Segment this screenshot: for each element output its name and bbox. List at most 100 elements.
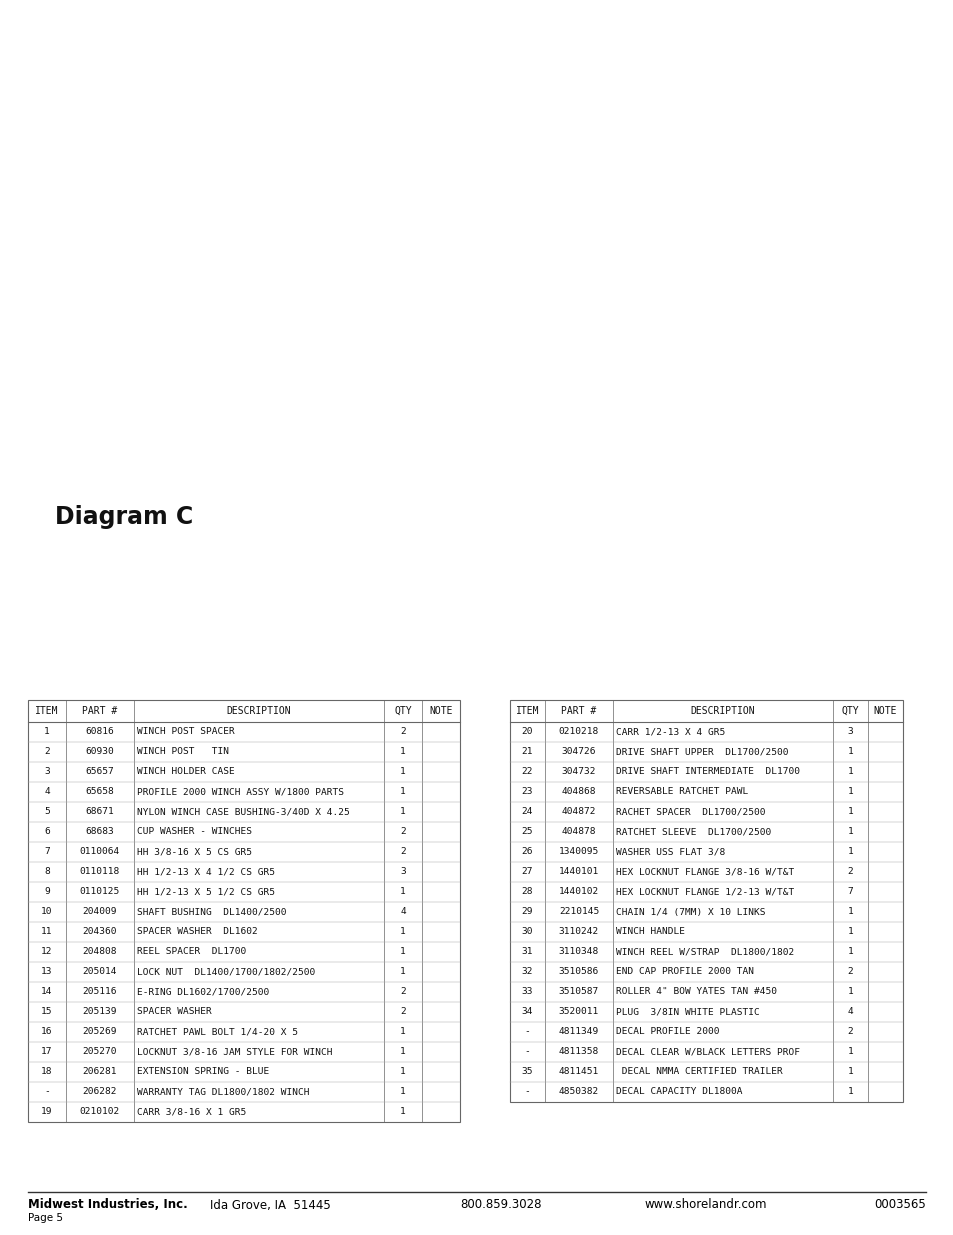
Text: 1: 1	[399, 1067, 405, 1077]
Text: 404878: 404878	[561, 827, 596, 836]
Text: 19: 19	[41, 1108, 52, 1116]
Text: Diagram C: Diagram C	[55, 505, 193, 529]
Text: LOCK NUT  DL1400/1700/1802/2500: LOCK NUT DL1400/1700/1802/2500	[137, 967, 314, 977]
Text: EXTENSION SPRING - BLUE: EXTENSION SPRING - BLUE	[137, 1067, 269, 1077]
Text: HH 1/2-13 X 4 1/2 CS GR5: HH 1/2-13 X 4 1/2 CS GR5	[137, 867, 274, 877]
Text: 7: 7	[846, 888, 853, 897]
Text: -: -	[524, 1047, 530, 1056]
Text: DECAL NMMA CERTIFIED TRAILER: DECAL NMMA CERTIFIED TRAILER	[616, 1067, 781, 1077]
Text: 404872: 404872	[561, 808, 596, 816]
Text: 33: 33	[521, 988, 533, 997]
Text: Midwest Industries, Inc.: Midwest Industries, Inc.	[28, 1198, 188, 1212]
Text: 18: 18	[41, 1067, 52, 1077]
Text: 4850382: 4850382	[558, 1088, 598, 1097]
Text: 304732: 304732	[561, 767, 596, 777]
Text: HH 1/2-13 X 5 1/2 CS GR5: HH 1/2-13 X 5 1/2 CS GR5	[137, 888, 274, 897]
Text: 1340095: 1340095	[558, 847, 598, 857]
Text: 15: 15	[41, 1008, 52, 1016]
Text: 2210145: 2210145	[558, 908, 598, 916]
Text: 1: 1	[846, 1088, 853, 1097]
Text: DRIVE SHAFT UPPER  DL1700/2500: DRIVE SHAFT UPPER DL1700/2500	[616, 747, 788, 757]
Text: DESCRIPTION: DESCRIPTION	[227, 706, 291, 716]
Text: 206281: 206281	[83, 1067, 117, 1077]
Text: CARR 3/8-16 X 1 GR5: CARR 3/8-16 X 1 GR5	[137, 1108, 246, 1116]
Text: 32: 32	[521, 967, 533, 977]
Text: 10: 10	[41, 908, 52, 916]
Text: 1: 1	[846, 927, 853, 936]
Text: DECAL CAPACITY DL1800A: DECAL CAPACITY DL1800A	[616, 1088, 741, 1097]
Text: SHAFT BUSHING  DL1400/2500: SHAFT BUSHING DL1400/2500	[137, 908, 286, 916]
Text: 1: 1	[399, 888, 405, 897]
Text: 2: 2	[846, 967, 853, 977]
Text: 68683: 68683	[86, 827, 114, 836]
Bar	[510, 700, 902, 1102]
Text: QTY: QTY	[394, 706, 412, 716]
Text: WINCH HANDLE: WINCH HANDLE	[616, 927, 684, 936]
Text: 68671: 68671	[86, 808, 114, 816]
Text: 2: 2	[846, 1028, 853, 1036]
Text: 1: 1	[399, 747, 405, 757]
Text: HEX LOCKNUT FLANGE 3/8-16 W/T&T: HEX LOCKNUT FLANGE 3/8-16 W/T&T	[616, 867, 794, 877]
Text: 3110348: 3110348	[558, 947, 598, 956]
Text: 1: 1	[399, 1108, 405, 1116]
Text: 2: 2	[44, 747, 50, 757]
Text: 20: 20	[521, 727, 533, 736]
Text: DESCRIPTION: DESCRIPTION	[690, 706, 755, 716]
Text: PART #: PART #	[82, 706, 117, 716]
Text: RACHET SPACER  DL1700/2500: RACHET SPACER DL1700/2500	[616, 808, 764, 816]
Text: www.shorelandr.com: www.shorelandr.com	[644, 1198, 767, 1212]
Text: 27: 27	[521, 867, 533, 877]
Text: 1440102: 1440102	[558, 888, 598, 897]
Text: DECAL CLEAR W/BLACK LETTERS PROF: DECAL CLEAR W/BLACK LETTERS PROF	[616, 1047, 800, 1056]
Text: 1: 1	[846, 747, 853, 757]
Text: 1: 1	[846, 1047, 853, 1056]
Text: 4: 4	[44, 788, 50, 797]
Text: CUP WASHER - WINCHES: CUP WASHER - WINCHES	[137, 827, 252, 836]
Text: 29: 29	[521, 908, 533, 916]
Text: Ida Grove, IA  51445: Ida Grove, IA 51445	[210, 1198, 331, 1212]
Text: NOTE: NOTE	[429, 706, 453, 716]
Text: SPACER WASHER  DL1602: SPACER WASHER DL1602	[137, 927, 257, 936]
Text: 205116: 205116	[83, 988, 117, 997]
Text: 4: 4	[846, 1008, 853, 1016]
Text: -: -	[44, 1088, 50, 1097]
Text: 1: 1	[399, 788, 405, 797]
Text: 1: 1	[846, 808, 853, 816]
Text: CHAIN 1/4 (7MM) X 10 LINKS: CHAIN 1/4 (7MM) X 10 LINKS	[616, 908, 764, 916]
Text: 4811349: 4811349	[558, 1028, 598, 1036]
Text: DRIVE SHAFT INTERMEDIATE  DL1700: DRIVE SHAFT INTERMEDIATE DL1700	[616, 767, 800, 777]
Text: 1: 1	[399, 967, 405, 977]
Text: 3: 3	[399, 867, 405, 877]
Text: LOCKNUT 3/8-16 JAM STYLE FOR WINCH: LOCKNUT 3/8-16 JAM STYLE FOR WINCH	[137, 1047, 333, 1056]
Text: 22: 22	[521, 767, 533, 777]
Bar	[28, 700, 459, 1123]
Text: 12: 12	[41, 947, 52, 956]
Text: 0110064: 0110064	[80, 847, 120, 857]
Text: 204360: 204360	[83, 927, 117, 936]
Text: 7: 7	[44, 847, 50, 857]
Text: 1440101: 1440101	[558, 867, 598, 877]
Text: ITEM: ITEM	[516, 706, 538, 716]
Text: 4: 4	[399, 908, 405, 916]
Text: DECAL PROFILE 2000: DECAL PROFILE 2000	[616, 1028, 719, 1036]
Text: RATCHET PAWL BOLT 1/4-20 X 5: RATCHET PAWL BOLT 1/4-20 X 5	[137, 1028, 297, 1036]
Text: Page 5: Page 5	[28, 1213, 63, 1223]
Text: 0210218: 0210218	[558, 727, 598, 736]
Text: 24: 24	[521, 808, 533, 816]
Text: 3510587: 3510587	[558, 988, 598, 997]
Text: 3510586: 3510586	[558, 967, 598, 977]
Text: 1: 1	[846, 767, 853, 777]
Text: HH 3/8-16 X 5 CS GR5: HH 3/8-16 X 5 CS GR5	[137, 847, 252, 857]
Text: 2: 2	[846, 867, 853, 877]
Text: 21: 21	[521, 747, 533, 757]
Text: 1: 1	[399, 1047, 405, 1056]
Text: 28: 28	[521, 888, 533, 897]
Text: 14: 14	[41, 988, 52, 997]
Text: 6: 6	[44, 827, 50, 836]
Text: 3520011: 3520011	[558, 1008, 598, 1016]
Text: 9: 9	[44, 888, 50, 897]
Text: PLUG  3/8IN WHITE PLASTIC: PLUG 3/8IN WHITE PLASTIC	[616, 1008, 759, 1016]
Text: 1: 1	[846, 827, 853, 836]
Text: RATCHET SLEEVE  DL1700/2500: RATCHET SLEEVE DL1700/2500	[616, 827, 770, 836]
Text: 23: 23	[521, 788, 533, 797]
